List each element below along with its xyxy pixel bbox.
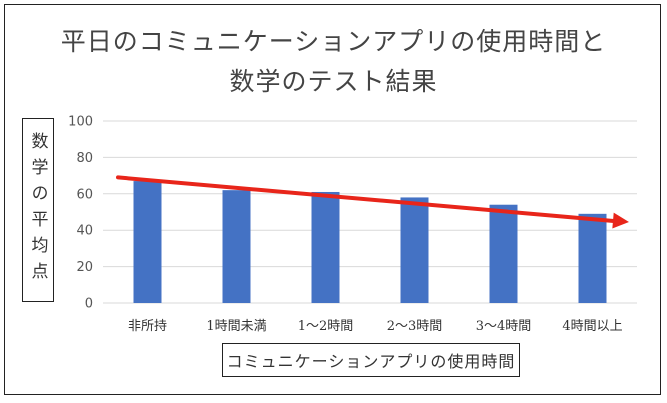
y-tick-label: 100 [68, 115, 93, 130]
bar [578, 213, 607, 303]
bar [311, 191, 340, 303]
trend-arrow-line [116, 175, 617, 224]
x-tick-label: 1時間未満 [206, 319, 266, 334]
x-tick-label: 1～2時間 [298, 319, 354, 334]
x-tick-label: 4時間以上 [562, 319, 622, 334]
bar [400, 197, 429, 303]
x-tick-label: 3～4時間 [476, 319, 532, 334]
bar [489, 204, 518, 303]
bar [133, 181, 162, 303]
chart-title-line1: 平日のコミュニケーションアプリの使用時間と [60, 27, 607, 56]
x-axis-label: コミュニケーションアプリの使用時間 [222, 343, 520, 377]
x-tick-label: 非所持 [128, 319, 167, 334]
y-tick-label: 0 [85, 297, 93, 312]
bar [222, 190, 251, 303]
chart-title-line2: 数学のテスト結果 [229, 67, 438, 96]
y-tick-label: 40 [76, 224, 93, 239]
trend-arrow-head [612, 212, 629, 229]
y-tick-label: 20 [76, 260, 93, 275]
y-tick-label: 80 [76, 151, 93, 166]
x-tick-label: 2～3時間 [387, 319, 443, 334]
y-axis-label: 数学の平均点 [22, 118, 54, 302]
y-tick-label: 60 [76, 187, 93, 202]
